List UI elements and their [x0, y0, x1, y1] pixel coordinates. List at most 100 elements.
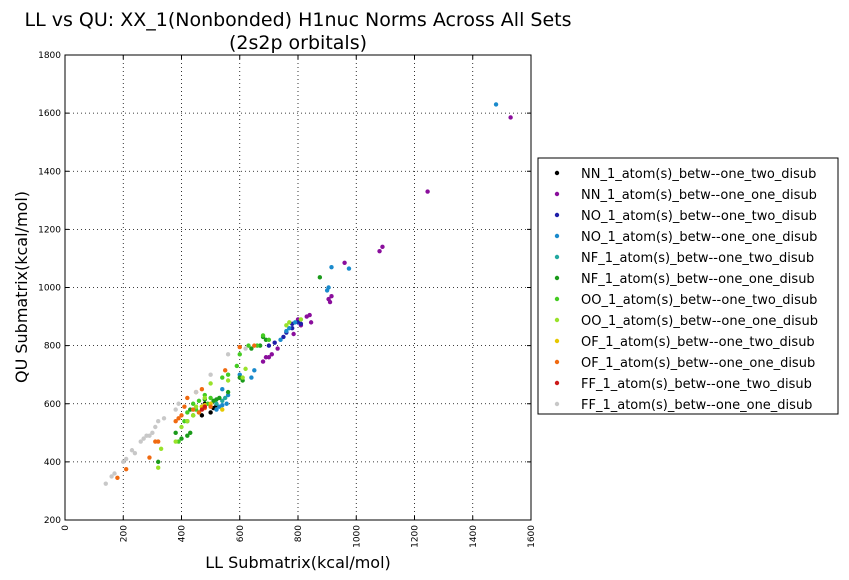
y-tick-label: 1000 — [38, 284, 61, 294]
data-point — [291, 331, 296, 337]
y-axis-label: QU Submatrix(kcal/mol) — [12, 191, 31, 383]
grid-lines — [65, 55, 531, 520]
legend-marker — [554, 212, 560, 218]
data-point — [217, 404, 222, 409]
chart-title: LL vs QU: XX_1(Nonbonded) H1nuc Norms Ac… — [25, 9, 572, 31]
data-point — [266, 343, 272, 348]
x-tick-label: 400 — [178, 525, 188, 542]
data-point — [156, 418, 161, 424]
data-point — [225, 389, 231, 395]
data-point — [243, 366, 248, 372]
data-point — [176, 416, 181, 421]
legend-label: OO_1_atom(s)_betw--one_two_disub — [581, 293, 817, 308]
data-point — [193, 404, 199, 409]
data-point — [225, 372, 231, 377]
data-point — [220, 375, 225, 380]
data-point — [173, 439, 178, 444]
data-point — [196, 398, 202, 404]
data-point — [317, 275, 323, 280]
data-point — [234, 363, 240, 369]
data-point — [326, 296, 331, 302]
data-point — [141, 436, 146, 441]
data-point — [185, 410, 190, 415]
data-point — [287, 325, 292, 331]
data-point — [225, 378, 231, 383]
data-point — [150, 430, 155, 436]
data-point — [275, 346, 280, 351]
legend-label: NN_1_atom(s)_betw--one_two_disub — [581, 167, 816, 182]
data-point — [287, 320, 292, 325]
data-point — [278, 337, 283, 343]
data-point — [425, 189, 430, 194]
data-point — [493, 102, 499, 107]
data-points — [103, 102, 513, 486]
legend-marker — [554, 380, 560, 386]
data-point — [185, 395, 190, 401]
data-point — [158, 446, 164, 451]
legend-marker — [554, 317, 560, 323]
data-point — [246, 343, 251, 348]
legend-label: OO_1_atom(s)_betw--one_one_disub — [581, 314, 818, 329]
data-point — [225, 352, 231, 357]
data-point — [263, 355, 269, 360]
data-point — [129, 448, 135, 453]
legend-marker — [554, 338, 560, 344]
data-point — [292, 320, 298, 325]
data-point — [109, 474, 114, 479]
data-point — [237, 344, 242, 350]
data-point — [208, 381, 213, 386]
data-point — [208, 410, 213, 415]
data-point — [199, 387, 205, 392]
data-point — [380, 244, 385, 250]
data-point — [224, 401, 229, 406]
series-group — [103, 346, 248, 486]
data-point — [260, 359, 266, 364]
legend-label: NF_1_atom(s)_betw--one_one_disub — [581, 272, 815, 287]
data-point — [103, 481, 108, 486]
data-point — [132, 450, 138, 456]
legend-label: FF_1_atom(s)_betw--one_one_disub — [581, 398, 812, 413]
data-point — [199, 413, 205, 418]
data-point — [188, 430, 193, 436]
data-point — [193, 389, 199, 395]
chart-subtitle: (2s2p orbitals) — [229, 32, 367, 54]
data-point — [222, 395, 228, 401]
legend-marker — [554, 233, 560, 239]
data-point — [249, 346, 254, 351]
data-point — [342, 260, 347, 265]
legend-marker — [554, 191, 560, 197]
y-tick-label: 200 — [44, 516, 61, 526]
x-tick-label: 600 — [236, 525, 246, 542]
data-point — [211, 398, 216, 404]
x-tick-label: 1000 — [352, 525, 362, 548]
y-tick-label: 600 — [44, 400, 61, 410]
data-point — [179, 424, 184, 430]
data-point — [220, 387, 225, 392]
data-point — [121, 459, 126, 465]
series-group — [199, 404, 207, 412]
data-point — [202, 404, 207, 409]
data-point — [179, 413, 184, 418]
data-point — [199, 407, 205, 412]
legend-label: OF_1_atom(s)_betw--one_one_disub — [581, 356, 815, 371]
legend-marker — [554, 275, 560, 281]
data-point — [173, 430, 178, 436]
data-point — [208, 395, 213, 401]
y-tick-label: 1400 — [38, 167, 61, 177]
data-point — [173, 418, 178, 424]
legend-label: NO_1_atom(s)_betw--one_two_disub — [581, 209, 817, 224]
data-point — [260, 333, 266, 338]
legend-label: NN_1_atom(s)_betw--one_one_disub — [581, 188, 817, 203]
data-point — [153, 439, 158, 444]
data-point — [298, 317, 304, 322]
data-point — [249, 375, 254, 380]
x-tick-label: 1400 — [469, 525, 479, 548]
data-point — [115, 475, 120, 481]
legend-label: NF_1_atom(s)_betw--one_two_disub — [581, 251, 814, 266]
data-point — [272, 340, 277, 345]
data-point — [284, 323, 289, 328]
data-point — [123, 456, 129, 462]
legend-label: NO_1_atom(s)_betw--one_one_disub — [581, 230, 817, 245]
data-point — [123, 466, 129, 472]
data-point — [156, 465, 161, 470]
